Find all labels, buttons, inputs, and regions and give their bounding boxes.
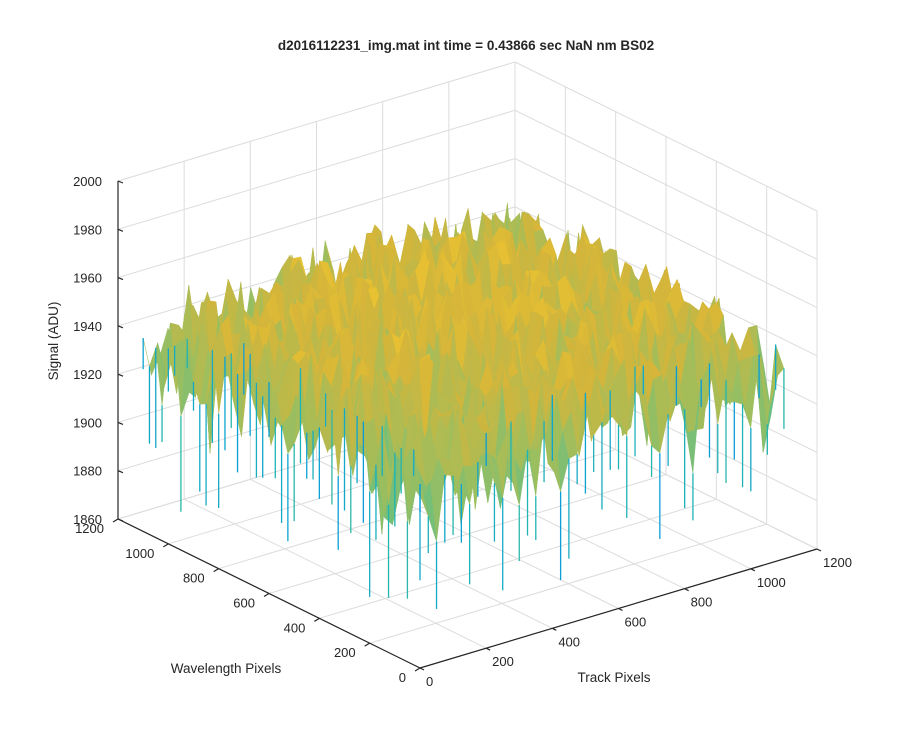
x-tick-mark xyxy=(485,647,491,651)
z-tick-mark xyxy=(117,421,124,425)
surface-cell xyxy=(769,344,785,410)
z-tick-label: 1920 xyxy=(73,367,102,382)
z-tick-label: 1900 xyxy=(73,415,102,430)
side-wall-grid-line xyxy=(514,61,818,212)
y-tick-label: 600 xyxy=(233,596,255,611)
y-tick-label: 200 xyxy=(334,645,356,660)
back-wall-grid-line xyxy=(117,158,516,279)
x-tick-label: 1000 xyxy=(757,575,786,590)
tick-labels: 0 200 400 600 800 1000 1200 0 200 400 600 800 1000 12… xyxy=(73,174,852,689)
y-tick-mark xyxy=(213,568,219,573)
x-tick-label: 400 xyxy=(558,634,580,649)
side-wall-grid-line xyxy=(514,158,818,309)
x-tick-label: 800 xyxy=(691,595,713,610)
x-tick-mark xyxy=(816,548,822,552)
floor-grid-line xyxy=(319,498,717,619)
z-tick-mark xyxy=(117,228,124,232)
x-tick-mark xyxy=(552,627,557,631)
z-tick-label: 1940 xyxy=(73,319,102,334)
z-tick-mark xyxy=(117,518,124,522)
back-wall-grid-line xyxy=(117,109,516,230)
surface-plot xyxy=(142,203,785,609)
axes xyxy=(112,180,822,672)
y-tick-mark xyxy=(112,518,119,523)
z-tick-mark xyxy=(117,470,124,474)
x-tick-mark xyxy=(419,667,425,671)
x-tick-label: 200 xyxy=(492,654,514,669)
x-tick-mark xyxy=(684,588,689,592)
surface-cell xyxy=(413,449,429,517)
z-tick-label: 1980 xyxy=(73,222,102,237)
y-tick-label: 1200 xyxy=(75,521,104,536)
x-tick-mark xyxy=(750,568,756,572)
y-tick-label: 1000 xyxy=(125,546,154,561)
z-tick-label: 1960 xyxy=(73,271,102,286)
y-tick-label: 0 xyxy=(399,670,406,685)
floor-grid-line xyxy=(218,449,616,570)
side-wall-grid-line xyxy=(514,109,818,260)
chart-title: d2016112231_img.mat int time = 0.43866 s… xyxy=(278,38,654,53)
y-axis-label: Wavelength Pixels xyxy=(171,661,282,676)
z-tick-label: 1860 xyxy=(73,512,102,527)
x-tick-label: 1200 xyxy=(823,555,852,570)
y-tick-mark xyxy=(314,617,320,622)
back-wall-grid-line xyxy=(117,61,516,182)
y-tick-mark xyxy=(364,642,370,647)
y-tick-mark xyxy=(263,592,270,598)
y-tick-mark xyxy=(163,543,169,548)
z-tick-label: 1880 xyxy=(73,464,102,479)
z-tick-label: 2000 xyxy=(73,174,102,189)
x-tick-label: 0 xyxy=(426,674,433,689)
x-tick-label: 600 xyxy=(625,615,647,630)
x-tick-mark xyxy=(618,607,623,612)
floor-grid-line xyxy=(369,523,767,644)
x-axis-label: Track Pixels xyxy=(577,670,650,685)
z-tick-mark xyxy=(117,180,124,184)
y-tick-label: 400 xyxy=(284,620,306,635)
z-tick-mark xyxy=(117,277,124,281)
floor-grid-line xyxy=(268,474,667,594)
z-tick-mark xyxy=(117,325,124,329)
y-tick-label: 800 xyxy=(183,571,205,586)
z-tick-mark xyxy=(117,373,124,377)
y-tick-mark xyxy=(414,667,421,672)
z-axis-label: Signal (ADU) xyxy=(46,302,61,381)
